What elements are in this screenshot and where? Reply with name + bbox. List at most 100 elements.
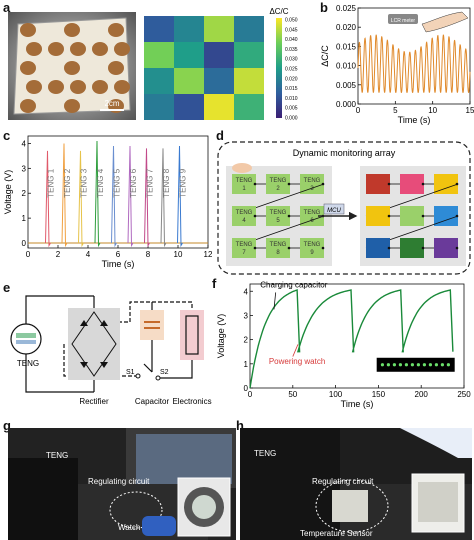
heatmap-cell: [174, 16, 204, 42]
inset-led: [446, 363, 450, 367]
electrode-dot: [20, 23, 36, 37]
colorbar: [276, 18, 282, 118]
circuit-svg: TENG Rectifier Capacitor S1 S2 Electroni…: [10, 295, 212, 406]
chart-c-spike-4: [94, 140, 101, 248]
chart-c-y-axis-label: Voltage (V): [3, 170, 13, 215]
chart-b-svg: 0 5 10 15 0.000 0.005 0.010 0.015 0.020 0.025 Time…: [320, 4, 474, 125]
electrode-dot: [92, 80, 108, 94]
chart-b-x-tick-label: 10: [428, 106, 437, 115]
chart-f-y-tick-label: 3: [244, 311, 249, 320]
inset-led: [380, 363, 384, 367]
chart-c-series-label-7: TENG 7: [146, 168, 155, 197]
teng-cell-number: 4: [242, 218, 246, 224]
output-node: [421, 246, 425, 250]
teng-cell-number: 3: [310, 186, 314, 192]
chart-c-spike-6: [127, 145, 134, 248]
chart-f-x-tick-label: 250: [457, 390, 471, 399]
chart-c-spike-1: [45, 150, 51, 248]
teng-cell-label: TENG: [236, 242, 253, 248]
chart-c-spike-8: [160, 148, 167, 248]
electrode-dot: [64, 23, 80, 37]
chart-b-x-tick-label: 15: [466, 106, 474, 115]
chart-f-series-line: [249, 289, 454, 389]
chart-f-y-tick-label: 4: [244, 287, 249, 296]
annotation-charging-arrow: [273, 292, 277, 310]
output-cell-7: [366, 238, 390, 258]
colorbar-tick-label: 0.030: [285, 57, 298, 63]
teng-cell-6: [300, 206, 324, 226]
panel-letter-c: c: [3, 128, 11, 143]
colorbar-tick-label: 0.020: [285, 76, 298, 82]
teng-cell-number: 5: [276, 218, 280, 224]
label-capacitor: Capacitor: [135, 397, 170, 406]
teng-cell-3: [300, 174, 324, 194]
chart-f-y-tick-label: 1: [244, 360, 249, 369]
chart-f-x-axis-label: Time (s): [341, 399, 374, 409]
colorbar-tick-label: 0.050: [285, 18, 298, 24]
heatmap-svg: ΔC/C 0.050 0.045 0.040 0.035 0.030 0.025 0.020…: [144, 7, 298, 122]
label-s2: S2: [160, 369, 169, 376]
electrode-dot: [64, 99, 80, 113]
lcr-meter-icon: [388, 14, 418, 24]
electrode-dot: [48, 80, 64, 94]
heatmap-cell: [234, 68, 264, 94]
chart-f-x-tick-label: 200: [415, 390, 429, 399]
colorbar-tick-label: 0.010: [285, 96, 298, 102]
colorbar-tick-label: 0.035: [285, 47, 298, 53]
teng-cell-7: [232, 238, 256, 258]
annotation-charging: Charging capacitor: [260, 281, 327, 290]
output-cell-2: [400, 174, 424, 194]
chart-f-svg: 0 50 100 150 200 250 0 1 2 3 4 Time (s) Voltage (V) C…: [216, 281, 471, 409]
output-cell-5: [400, 206, 424, 226]
teng-cell-4: [232, 206, 256, 226]
teng-cell-9: [300, 238, 324, 258]
teng-cell-label: TENG: [270, 210, 287, 216]
chart-b-y-tick-label: 0.010: [336, 62, 357, 71]
output-node: [421, 214, 425, 218]
teng-cell-number: 1: [242, 186, 246, 192]
teng-symbol: [10, 323, 42, 355]
inset-led: [416, 363, 420, 367]
chart-f-x-tick-label: 0: [248, 390, 253, 399]
mcu-chip: [323, 203, 345, 215]
inset-led: [428, 363, 432, 367]
circuit-diagram: TENG Rectifier Capacitor S1 S2 Electroni…: [2, 282, 214, 414]
chart-b-y-tick-label: 0.020: [336, 23, 357, 32]
inset-led: [410, 363, 414, 367]
sensor-array-photo: 2cm: [8, 12, 136, 120]
chart-c-spike-3: [78, 150, 84, 248]
chart-c-y-tick-label: 2: [22, 189, 27, 198]
chart-b-x-axis-label: Time (s): [398, 115, 431, 125]
chart-c-x-tick-label: 2: [56, 250, 61, 259]
output-cell-1: [366, 174, 390, 194]
chart-c-x-tick-label: 8: [146, 250, 151, 259]
colorbar-tick-label: 0.045: [285, 27, 298, 33]
electrode-dot: [92, 42, 108, 56]
heatmap-cell: [174, 68, 204, 94]
heatmap-cell: [144, 94, 174, 120]
teng-cell-number: 9: [310, 250, 314, 256]
output-node: [387, 246, 391, 250]
electronics-load: [185, 315, 199, 355]
h-label-sensor: Temperature Sensor: [300, 529, 373, 538]
chart-f-x-tick-label: 50: [288, 390, 297, 399]
annotation-powering-arrow: [292, 344, 299, 357]
g-label-circuit: Regulating circuit: [88, 477, 150, 486]
chart-b-y-axis-label: ΔC/C: [320, 45, 330, 67]
heatmap-title: ΔC/C: [269, 7, 288, 16]
chart-c-series-label-3: TENG 3: [80, 168, 89, 197]
chart-c-spike-7: [144, 148, 150, 248]
cell-node: [287, 182, 291, 186]
chart-c-series-label-9: TENG 9: [179, 168, 188, 197]
heatmap-cell: [204, 94, 234, 120]
electrode-dot: [108, 61, 124, 75]
cell-node: [253, 246, 257, 250]
h-label-teng: TENG: [254, 449, 276, 458]
photo-g-illustration: TENG Regulating circuit Watch: [8, 428, 236, 540]
output-node: [387, 214, 391, 218]
chart-b-y-tick-label: 0.025: [336, 4, 357, 13]
heatmap-cell: [144, 16, 174, 42]
photo-h: TENG Regulating circuit Temperature Sens…: [240, 428, 472, 540]
output-node: [455, 246, 459, 250]
inset-led: [404, 363, 408, 367]
